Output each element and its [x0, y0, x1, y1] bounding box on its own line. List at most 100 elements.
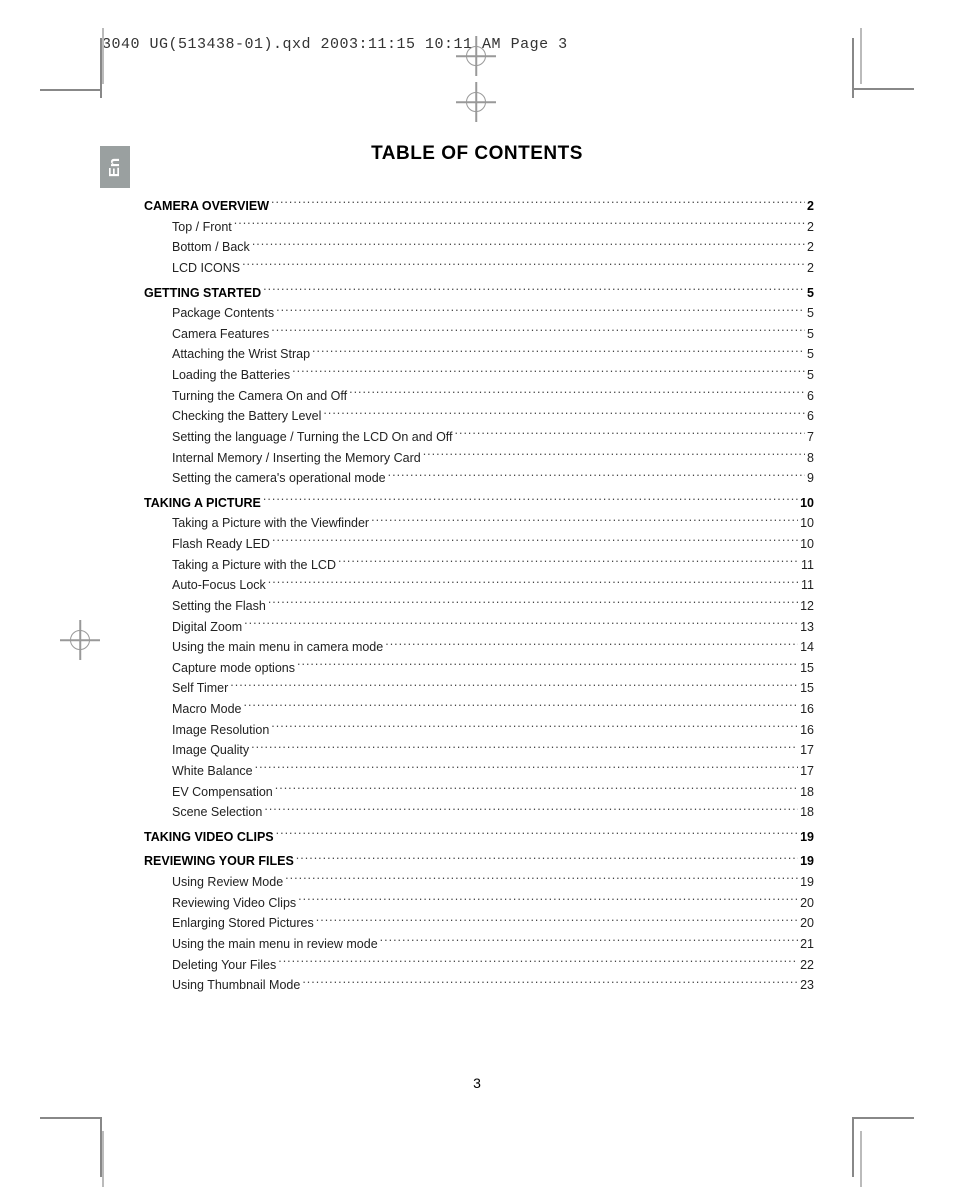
toc-heading-row: REVIEWING YOUR FILES19 — [144, 851, 814, 872]
toc-heading-row: TAKING VIDEO CLIPS19 — [144, 827, 814, 848]
toc-item-row: Top / Front 2 — [144, 217, 814, 238]
toc-item-row: Using Review Mode19 — [144, 872, 814, 893]
toc-item-label: Using the main menu in review mode — [172, 934, 378, 955]
toc-leader-dots — [371, 515, 798, 528]
toc-item-label: Image Resolution — [172, 720, 269, 741]
toc-item-row: Bottom / Back2 — [144, 237, 814, 258]
toc-item-label: Macro Mode — [172, 699, 241, 720]
toc-leader-dots — [302, 977, 798, 990]
toc-item-page: 17 — [800, 761, 814, 782]
toc-item-row: Loading the Batteries5 — [144, 365, 814, 386]
toc-item-page: 8 — [807, 448, 814, 469]
toc-item-page: 10 — [800, 534, 814, 555]
toc-heading-label: TAKING VIDEO CLIPS — [144, 827, 274, 848]
toc-leader-dots — [242, 259, 805, 272]
toc-item-label: LCD ICONS — [172, 258, 240, 279]
page-number: 3 — [0, 1075, 954, 1091]
prepress-header: 3040 UG(513438-01).qxd 2003:11:15 10:11 … — [102, 36, 568, 53]
toc-item-row: Using Thumbnail Mode 23 — [144, 975, 814, 996]
toc-item-label: Capture mode options — [172, 658, 295, 679]
trim-line — [102, 1131, 104, 1187]
toc-item-page: 11 — [801, 555, 814, 576]
toc-item-page: 5 — [807, 324, 814, 345]
toc-item-row: Setting the language / Turning the LCD O… — [144, 427, 814, 448]
toc-item-page: 15 — [800, 678, 814, 699]
toc-heading-page: 10 — [800, 493, 814, 514]
toc-leader-dots — [244, 618, 798, 631]
toc-leader-dots — [271, 198, 805, 211]
toc-item-row: Internal Memory / Inserting the Memory C… — [144, 448, 814, 469]
registration-mark-bottom — [456, 82, 496, 122]
toc-heading-row: CAMERA OVERVIEW2 — [144, 196, 814, 217]
toc-item-row: White Balance17 — [144, 761, 814, 782]
toc-item-row: Camera Features5 — [144, 324, 814, 345]
toc-leader-dots — [312, 346, 805, 359]
toc-leader-dots — [388, 470, 805, 483]
toc-item-label: Taking a Picture with the LCD — [172, 555, 336, 576]
toc-leader-dots — [252, 239, 805, 252]
toc-item-label: Turning the Camera On and Off — [172, 386, 347, 407]
toc-item-page: 19 — [800, 872, 814, 893]
toc-item-page: 21 — [800, 934, 814, 955]
toc-item-page: 2 — [807, 258, 814, 279]
toc-item-page: 13 — [800, 617, 814, 638]
toc-item-row: Capture mode options 15 — [144, 658, 814, 679]
crop-mark-top-left — [40, 78, 100, 102]
toc-item-row: Using the main menu in camera mode14 — [144, 637, 814, 658]
toc-item-row: Attaching the Wrist Strap5 — [144, 344, 814, 365]
toc-heading-row: TAKING A PICTURE10 — [144, 493, 814, 514]
toc-item-label: Using Thumbnail Mode — [172, 975, 300, 996]
toc-item-row: Self Timer 15 — [144, 678, 814, 699]
trim-line — [860, 1131, 862, 1187]
toc-leader-dots — [349, 387, 805, 400]
toc-item-label: Image Quality — [172, 740, 249, 761]
toc-item-label: Flash Ready LED — [172, 534, 270, 555]
toc-item-row: Taking a Picture with the LCD 11 — [144, 555, 814, 576]
toc-item-row: Flash Ready LED 10 — [144, 534, 814, 555]
toc-item-page: 18 — [800, 802, 814, 823]
toc-item-label: Bottom / Back — [172, 237, 250, 258]
toc-item-label: Checking the Battery Level — [172, 406, 321, 427]
toc-heading-label: GETTING STARTED — [144, 283, 261, 304]
toc-item-row: Setting the camera's operational mode9 — [144, 468, 814, 489]
toc-item-label: Deleting Your Files — [172, 955, 276, 976]
toc-section: TAKING A PICTURE10 Taking a Picture with … — [144, 493, 814, 823]
toc-item-label: EV Compensation — [172, 782, 273, 803]
toc-section: CAMERA OVERVIEW2Top / Front2Bottom / Bac… — [144, 196, 814, 279]
toc-section: TAKING VIDEO CLIPS19 — [144, 827, 814, 848]
toc-leader-dots — [276, 305, 805, 318]
toc-item-label: Setting the language / Turning the LCD O… — [172, 427, 453, 448]
toc-item-page: 11 — [801, 575, 814, 596]
toc-item-row: Package Contents5 — [144, 303, 814, 324]
toc-item-label: Attaching the Wrist Strap — [172, 344, 310, 365]
crop-mark-bottom-right — [854, 1107, 914, 1131]
toc-leader-dots — [285, 874, 798, 887]
toc-item-page: 15 — [800, 658, 814, 679]
toc-item-label: Scene Selection — [172, 802, 262, 823]
crop-mark-top-right — [854, 78, 914, 102]
toc-leader-dots — [455, 428, 806, 441]
trim-line — [860, 28, 862, 84]
toc-item-page: 22 — [800, 955, 814, 976]
registration-mark-left — [60, 620, 100, 660]
toc-item-label: Self Timer — [172, 678, 228, 699]
toc-heading-page: 2 — [807, 196, 814, 217]
toc-item-label: Enlarging Stored Pictures — [172, 913, 314, 934]
toc-item-label: Internal Memory / Inserting the Memory C… — [172, 448, 421, 469]
toc-leader-dots — [243, 701, 798, 714]
toc-leader-dots — [264, 804, 798, 817]
toc-section: REVIEWING YOUR FILES19Using Review Mode1… — [144, 851, 814, 995]
toc-leader-dots — [316, 915, 798, 928]
toc-item-page: 2 — [807, 217, 814, 238]
toc-leader-dots — [298, 894, 798, 907]
toc-item-page: 18 — [800, 782, 814, 803]
toc-leader-dots — [268, 577, 799, 590]
toc-leader-dots — [292, 367, 805, 380]
toc-item-label: Top / Front — [172, 217, 232, 238]
toc-item-page: 23 — [800, 975, 814, 996]
registration-mark-top — [456, 36, 496, 76]
toc-heading-row: GETTING STARTED5 — [144, 283, 814, 304]
page-title: TABLE OF CONTENTS — [0, 143, 954, 165]
crop-mark-bottom-left — [40, 1107, 100, 1131]
toc-item-row: EV Compensation 18 — [144, 782, 814, 803]
